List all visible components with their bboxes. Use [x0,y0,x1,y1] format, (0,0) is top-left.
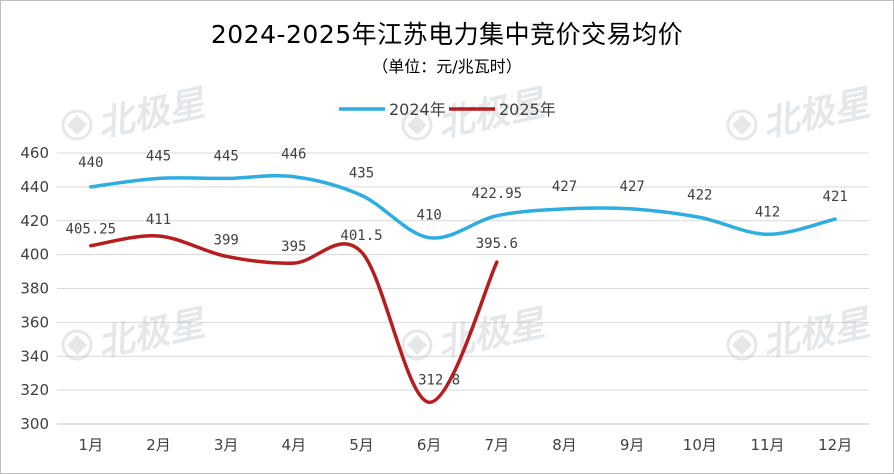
data-label: 412 [755,204,780,220]
data-label: 446 [281,147,306,163]
x-tick-label: 12月 [818,436,852,454]
y-tick-label: 340 [20,347,49,365]
x-tick-label: 7月 [485,436,510,454]
x-tick-label: 3月 [214,436,239,454]
data-label: 410 [417,208,442,224]
data-label: 395 [281,239,306,255]
legend: 2024年 2025年 [339,100,556,119]
data-labels: 440 445 445 446 435 410 422.95 427 427 422 412 421 4… [66,147,848,389]
watermark: 北极星 [726,83,875,146]
x-tick-label: 10月 [683,436,717,454]
y-tick-label: 460 [20,144,49,162]
watermark-star-icon [67,335,87,355]
x-tick-label: 9月 [620,436,645,454]
data-label: 427 [620,179,645,195]
x-tick-label: 2月 [146,436,171,454]
data-label: 445 [146,148,171,164]
x-tick-label: 1月 [79,436,104,454]
data-label: 421 [823,189,848,205]
data-label: 395.6 [476,236,518,252]
x-tick-label: 6月 [417,436,442,454]
legend-label: 2024年 [389,100,446,119]
watermark-logo-icon [61,109,93,141]
watermark: 北极星 [61,83,210,146]
y-tick-label: 300 [20,415,49,433]
data-label: 411 [146,212,171,228]
y-tick-label: 400 [20,246,49,264]
data-label: 422.95 [472,186,523,202]
watermark-logo-icon [61,329,93,361]
watermark-logo-icon [726,109,758,141]
watermark-star-icon [407,115,427,135]
data-label: 440 [78,155,103,171]
data-label: 435 [349,165,374,181]
y-tick-label: 360 [20,313,49,331]
data-label: 427 [552,179,577,195]
y-tick-label: 440 [20,178,49,196]
watermark-star-icon [732,115,752,135]
y-tick-label: 380 [20,280,49,298]
chart-title: 2024-2025年江苏电力集中竞价交易均价 [210,20,684,49]
watermark-text: 北极星 [94,83,210,146]
series-line-2025年 [89,234,499,405]
watermark-star-icon [407,335,427,355]
watermark-text: 北极星 [759,83,875,146]
watermark-star-icon [67,115,87,135]
y-tick-labels: 300 320 340 360 380 400 420 440 460 [20,144,49,433]
x-tick-label: 8月 [552,436,577,454]
data-label: 405.25 [66,222,117,238]
legend-label: 2025年 [499,100,556,119]
data-label: 422 [687,187,712,203]
series-line-2024年 [89,174,837,240]
y-tick-label: 420 [20,212,49,230]
y-tick-label: 320 [20,381,49,399]
watermark-logo-icon [726,329,758,361]
data-label: 312.8 [418,372,460,388]
x-tick-labels: 1月 2月 3月 4月 5月 6月 7月 8月 9月 10月 11月 12月 [79,436,853,454]
data-label: 401.5 [340,228,382,244]
x-tick-label: 4月 [282,436,307,454]
x-tick-label: 5月 [349,436,374,454]
series-lines [89,174,837,405]
chart-subtitle: （单位：元/兆瓦时） [372,57,522,76]
data-label: 399 [214,232,239,248]
watermark-logo-icon [401,329,433,361]
data-label: 445 [214,148,239,164]
watermark-logo-icon [401,109,433,141]
watermark-star-icon [732,335,752,355]
x-tick-label: 11月 [750,436,784,454]
gridlines [57,152,869,425]
